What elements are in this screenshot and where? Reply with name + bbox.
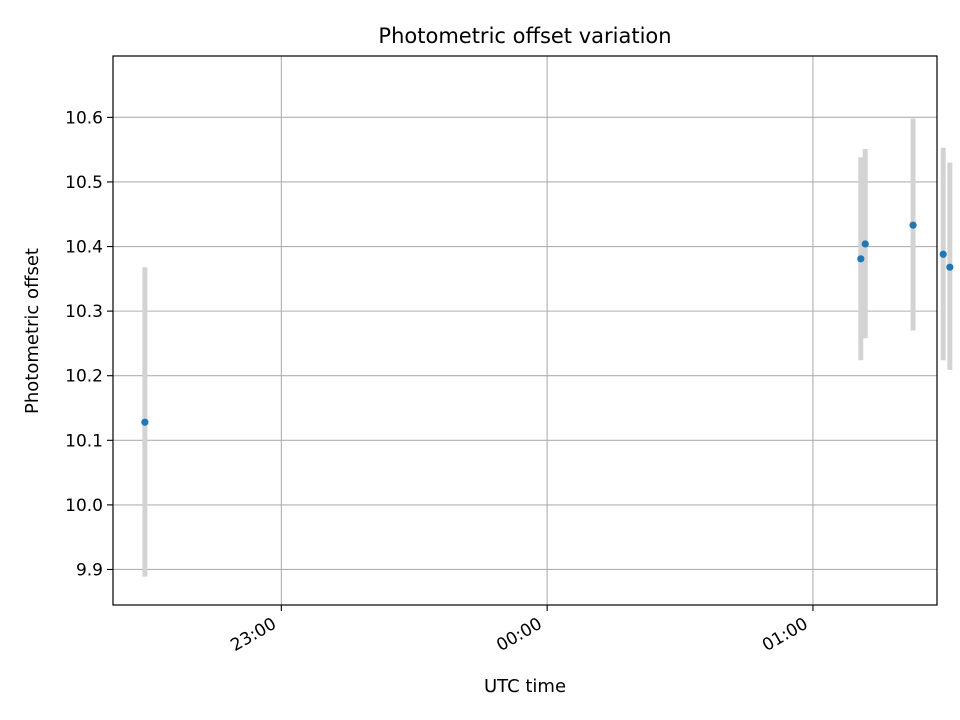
data-point [939, 250, 947, 258]
y-tick-label: 9.9 [76, 560, 103, 580]
y-tick-label: 10.0 [65, 496, 103, 516]
y-tick-label: 10.5 [65, 173, 103, 193]
y-tick-label: 10.1 [65, 431, 103, 451]
data-point [857, 255, 865, 263]
data-points [141, 221, 954, 426]
chart-title: Photometric offset variation [378, 24, 671, 48]
data-point [946, 263, 954, 271]
y-axis-label: Photometric offset [22, 248, 43, 414]
y-tick-label: 10.2 [65, 367, 103, 387]
plot-area-frame [112, 55, 938, 606]
y-tick-label: 10.3 [65, 302, 103, 322]
y-tick-label: 10.4 [65, 238, 103, 258]
x-axis-label: UTC time [484, 676, 566, 697]
data-point [141, 418, 149, 426]
grid [113, 56, 937, 605]
y-tick-label: 10.6 [65, 108, 103, 128]
data-point [909, 221, 917, 229]
data-point [861, 240, 869, 248]
